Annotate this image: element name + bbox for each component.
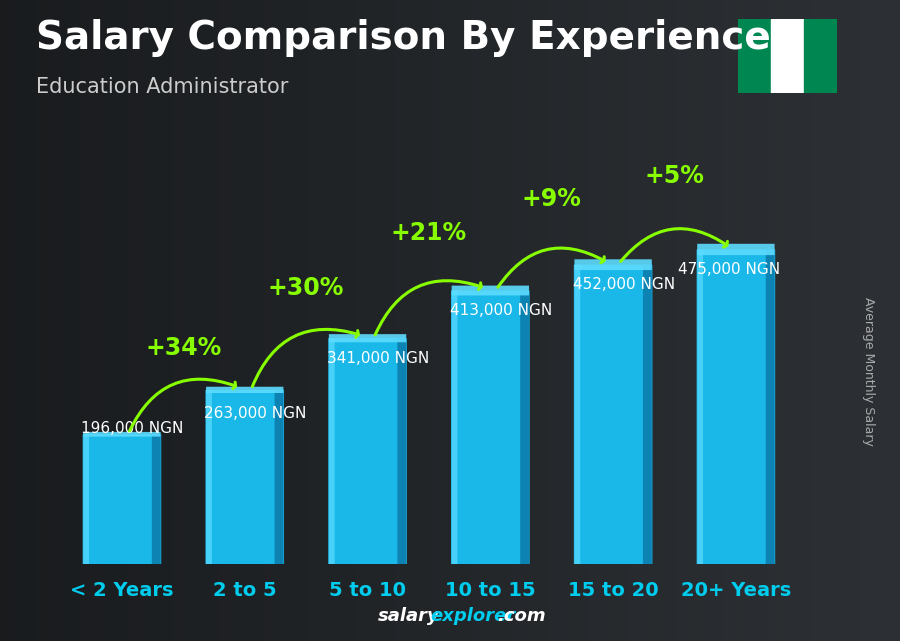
FancyBboxPatch shape	[206, 387, 284, 393]
FancyBboxPatch shape	[84, 434, 89, 564]
FancyBboxPatch shape	[643, 265, 652, 564]
Bar	[771, 19, 804, 93]
Text: Average Monthly Salary: Average Monthly Salary	[862, 297, 875, 446]
Text: +21%: +21%	[391, 221, 467, 245]
Text: 341,000 NGN: 341,000 NGN	[327, 351, 429, 365]
FancyBboxPatch shape	[328, 338, 335, 564]
FancyBboxPatch shape	[451, 290, 529, 564]
Text: 452,000 NGN: 452,000 NGN	[572, 277, 675, 292]
FancyBboxPatch shape	[328, 334, 406, 342]
FancyBboxPatch shape	[574, 260, 652, 270]
FancyBboxPatch shape	[452, 286, 529, 296]
Text: Education Administrator: Education Administrator	[36, 77, 288, 97]
FancyBboxPatch shape	[520, 290, 529, 564]
Text: 413,000 NGN: 413,000 NGN	[450, 303, 552, 318]
Text: salary: salary	[378, 607, 440, 625]
FancyBboxPatch shape	[698, 249, 703, 564]
FancyBboxPatch shape	[697, 249, 775, 564]
FancyBboxPatch shape	[574, 265, 652, 564]
Text: 475,000 NGN: 475,000 NGN	[678, 262, 780, 277]
Text: +5%: +5%	[644, 164, 705, 188]
FancyBboxPatch shape	[766, 249, 775, 564]
Text: +30%: +30%	[268, 276, 345, 301]
Bar	[804, 19, 837, 93]
FancyBboxPatch shape	[452, 290, 457, 564]
FancyBboxPatch shape	[398, 338, 406, 564]
FancyBboxPatch shape	[152, 434, 160, 564]
Text: Salary Comparison By Experience: Salary Comparison By Experience	[36, 19, 770, 57]
FancyBboxPatch shape	[574, 265, 580, 564]
FancyBboxPatch shape	[328, 338, 407, 564]
FancyBboxPatch shape	[84, 432, 160, 437]
FancyBboxPatch shape	[206, 390, 211, 564]
FancyBboxPatch shape	[274, 390, 284, 564]
Bar	[738, 19, 771, 93]
FancyBboxPatch shape	[698, 244, 775, 255]
Text: +34%: +34%	[145, 336, 221, 360]
Text: 196,000 NGN: 196,000 NGN	[81, 421, 184, 437]
Text: explorer: explorer	[430, 607, 516, 625]
Text: 263,000 NGN: 263,000 NGN	[204, 406, 307, 420]
Text: +9%: +9%	[522, 187, 581, 211]
FancyBboxPatch shape	[83, 434, 161, 564]
Text: .com: .com	[497, 607, 545, 625]
FancyBboxPatch shape	[205, 390, 284, 564]
